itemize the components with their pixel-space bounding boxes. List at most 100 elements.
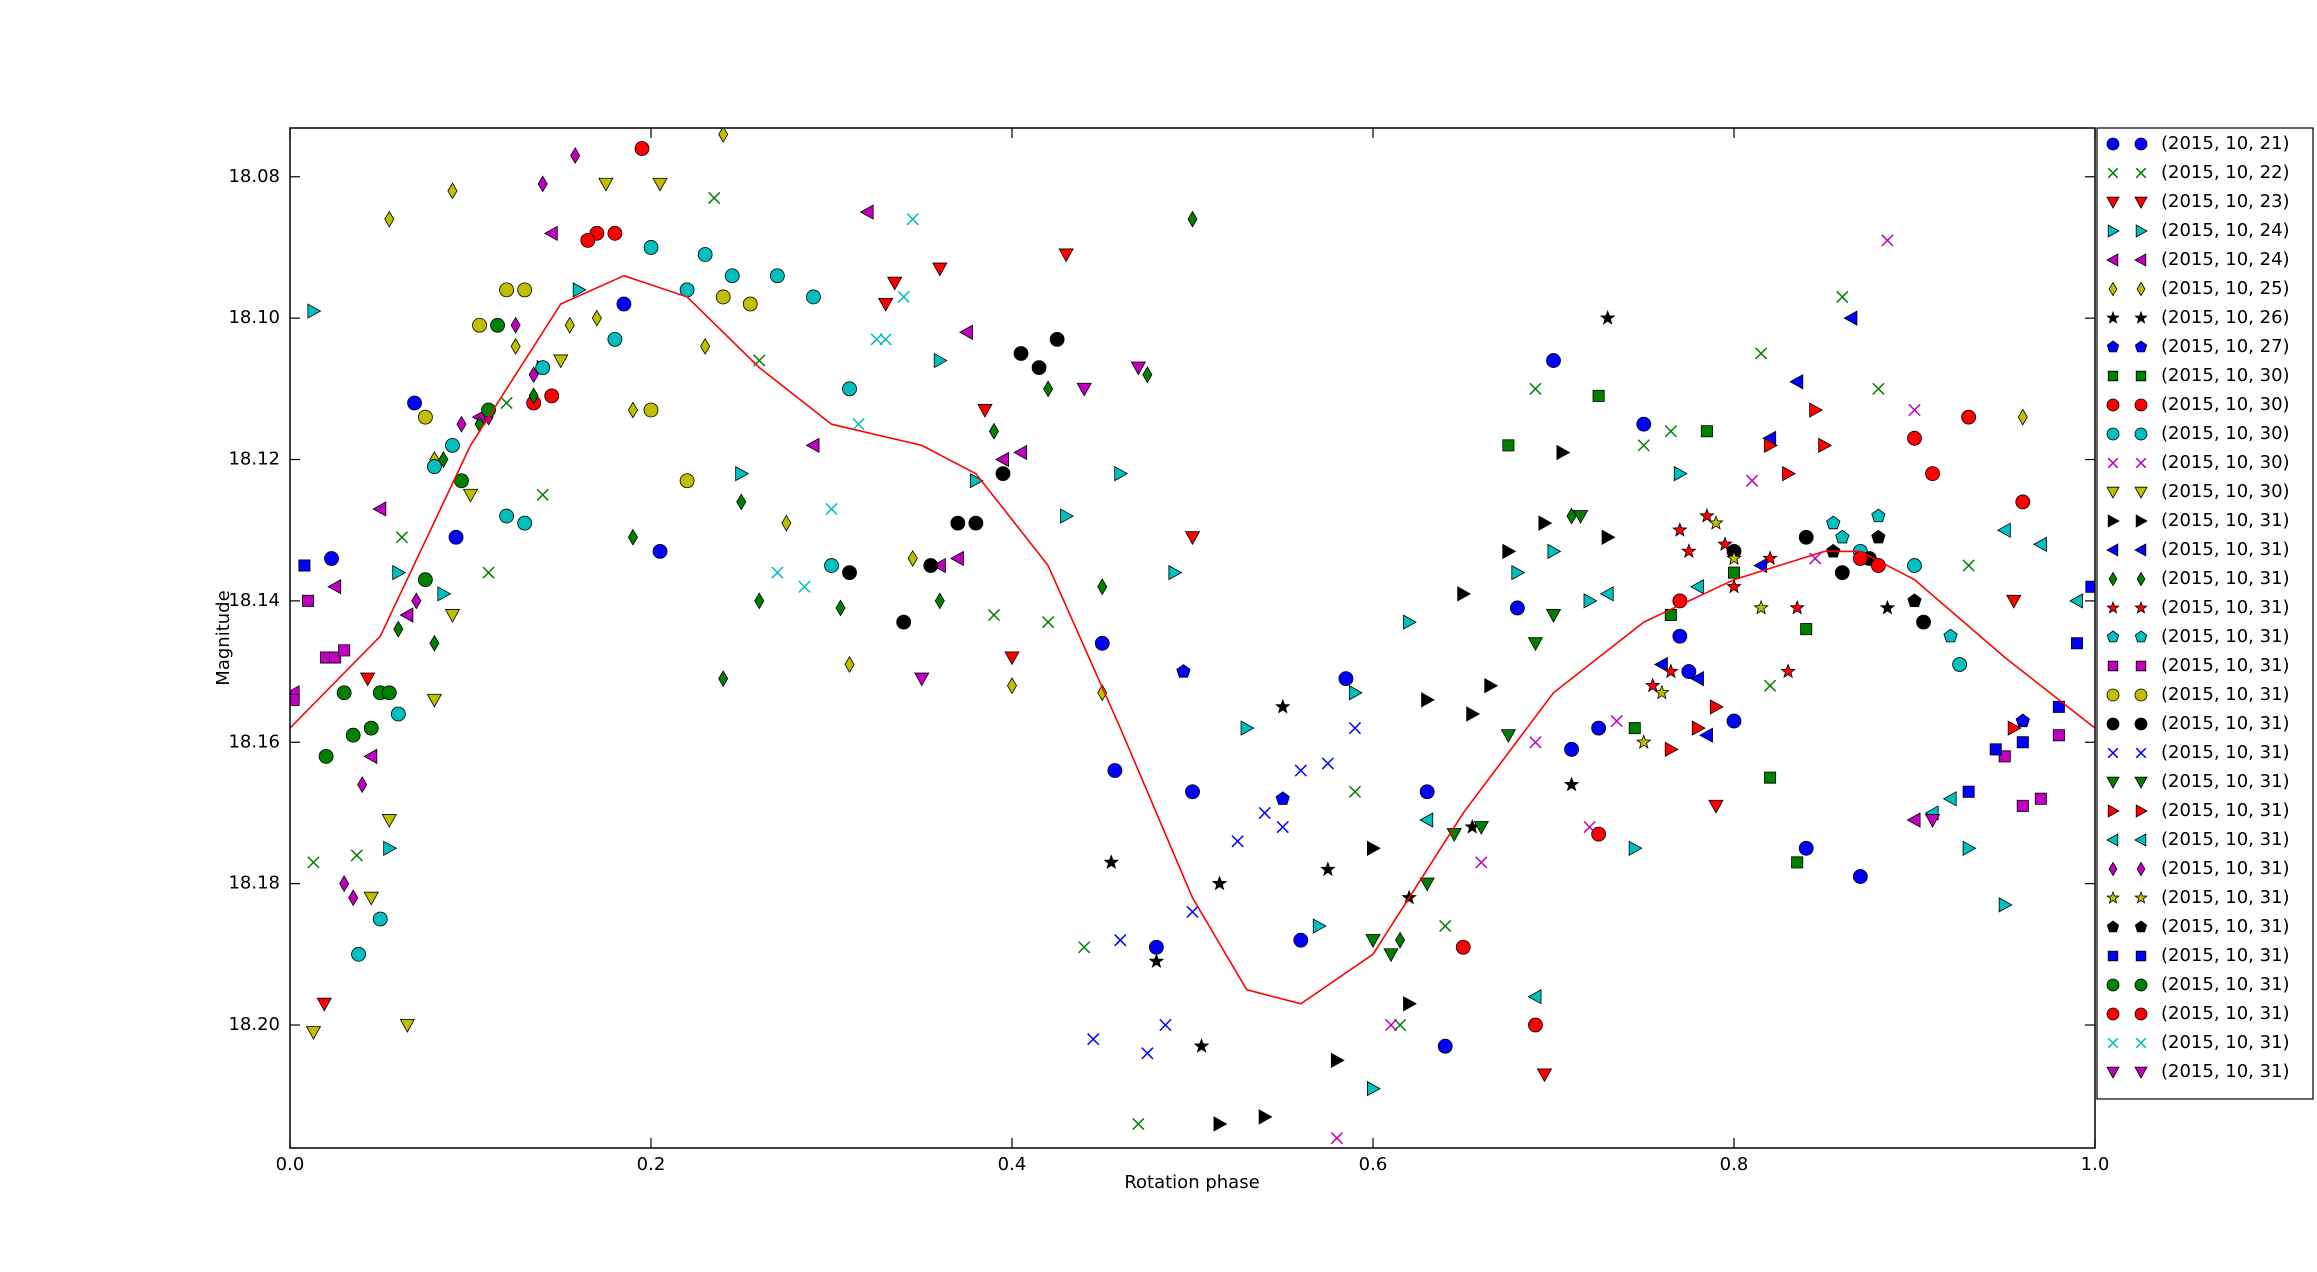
legend-marker xyxy=(2106,688,2120,702)
data-point xyxy=(1538,515,1553,531)
legend-marker xyxy=(2134,196,2148,209)
data-point xyxy=(564,316,575,334)
data-point xyxy=(1664,609,1677,622)
data-point xyxy=(1421,692,1435,708)
data-point xyxy=(950,550,964,567)
legend-marker xyxy=(2135,950,2147,962)
data-point xyxy=(1572,510,1589,524)
data-point xyxy=(634,141,650,156)
data-point xyxy=(1681,664,1697,679)
legend-marker xyxy=(2106,427,2120,441)
data-point xyxy=(1455,939,1471,955)
data-point xyxy=(448,529,464,545)
data-point xyxy=(580,232,596,248)
data-point xyxy=(771,566,784,579)
data-point xyxy=(1654,684,1670,700)
data-point xyxy=(1872,382,1885,395)
data-point xyxy=(906,213,919,226)
data-point xyxy=(598,177,614,192)
data-point xyxy=(697,247,713,262)
data-point xyxy=(1529,736,1542,749)
data-point xyxy=(2016,799,2029,812)
data-point xyxy=(499,282,515,298)
legend-box xyxy=(2096,127,2314,1100)
data-point xyxy=(643,402,659,418)
data-point xyxy=(896,614,912,630)
data-point xyxy=(1998,750,2011,763)
data-point xyxy=(1699,727,1713,743)
data-point xyxy=(437,586,452,602)
data-point xyxy=(950,515,966,531)
y-axis-label: Magnitude xyxy=(213,590,234,685)
data-point xyxy=(390,706,406,722)
data-point xyxy=(1076,382,1092,397)
data-point xyxy=(1563,776,1580,792)
data-point xyxy=(307,303,322,319)
legend-marker xyxy=(2107,224,2120,238)
data-point xyxy=(1962,785,1975,798)
legend-marker xyxy=(2107,1037,2119,1049)
data-point xyxy=(1791,856,1804,869)
legend-label: (2015, 10, 31) xyxy=(2161,887,2290,908)
data-point xyxy=(923,558,939,573)
data-point xyxy=(1187,210,1198,228)
data-point xyxy=(1041,615,1055,629)
data-point xyxy=(1348,685,1363,701)
data-point xyxy=(1907,593,1922,607)
legend-marker xyxy=(2134,600,2148,614)
data-point xyxy=(1439,919,1452,933)
legend-marker xyxy=(2134,310,2148,324)
data-point xyxy=(1764,771,1777,784)
data-point xyxy=(1566,507,1577,525)
data-point xyxy=(1149,939,1164,955)
data-point xyxy=(1211,875,1228,891)
data-point xyxy=(1952,657,1968,672)
data-point xyxy=(2033,536,2047,553)
data-point xyxy=(995,466,1011,482)
x-tick-label: 1.0 xyxy=(2081,1154,2110,1175)
data-point xyxy=(607,331,623,347)
data-point xyxy=(363,720,379,736)
data-point xyxy=(481,402,496,418)
data-point xyxy=(1320,861,1336,877)
data-point xyxy=(1826,515,1841,530)
legend-marker xyxy=(2135,224,2148,238)
data-point xyxy=(1591,826,1607,842)
data-point xyxy=(914,672,930,687)
data-point xyxy=(528,366,539,384)
legend-label: (2015, 10, 21) xyxy=(2161,133,2290,154)
data-point xyxy=(1348,785,1362,798)
legend-marker xyxy=(2134,776,2148,789)
data-point xyxy=(345,727,361,743)
data-point xyxy=(544,388,560,404)
data-point xyxy=(1942,791,1957,807)
data-point xyxy=(1403,614,1417,630)
data-point xyxy=(1762,550,1778,566)
data-point xyxy=(1871,529,1886,544)
data-point xyxy=(1818,437,1833,454)
data-point xyxy=(643,240,659,255)
legend-marker xyxy=(2107,804,2120,818)
data-point xyxy=(1527,989,1542,1005)
data-point xyxy=(907,549,918,567)
data-point xyxy=(327,579,342,595)
data-point xyxy=(1545,609,1562,623)
data-point xyxy=(977,404,993,418)
data-point xyxy=(1013,346,1029,361)
data-point xyxy=(1184,531,1201,546)
x-axis-label: Rotation phase xyxy=(1124,1172,1259,1193)
data-point xyxy=(1097,684,1108,702)
legend-marker xyxy=(2136,861,2146,877)
legend-label: (2015, 10, 30) xyxy=(2161,365,2290,386)
legend-marker xyxy=(2106,890,2120,904)
data-point xyxy=(718,128,729,143)
data-point xyxy=(447,182,458,200)
data-point xyxy=(2034,792,2047,805)
data-point xyxy=(886,276,903,291)
data-point xyxy=(1348,721,1362,735)
data-point xyxy=(742,296,758,312)
data-point xyxy=(1114,934,1127,947)
data-point xyxy=(517,515,533,531)
legend-marker xyxy=(2134,427,2148,441)
data-point xyxy=(1809,402,1824,418)
